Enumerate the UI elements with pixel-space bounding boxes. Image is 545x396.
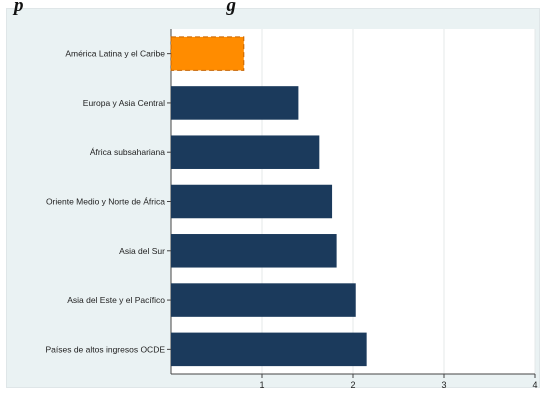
bar-chart: 1 2 3 4 América Latina y el Caribe Europa y A… — [45, 29, 538, 389]
category-label: Países de altos ingresos OCDE — [45, 344, 165, 354]
x-tick-label: 3 — [441, 380, 446, 389]
bar — [171, 86, 299, 120]
category-label: África subsahariana — [90, 147, 165, 157]
bar — [171, 283, 356, 317]
bar — [171, 332, 367, 367]
x-tick-label: 2 — [350, 380, 355, 389]
category-label: Oriente Medio y Norte de África — [46, 197, 165, 207]
category-label: América Latina y el Caribe — [65, 49, 165, 59]
bar — [171, 234, 337, 268]
category-label: Asia del Sur — [119, 246, 165, 256]
bar — [171, 184, 333, 219]
category-label: Europa y Asia Central — [83, 98, 165, 108]
title-fragment-left: p — [14, 0, 24, 16]
title-fragment-right: g — [226, 0, 237, 16]
category-label: Asia del Este y el Pacífico — [67, 295, 165, 305]
chart-frame: 1 2 3 4 América Latina y el Caribe Europa y A… — [6, 8, 540, 389]
x-tick-label: 1 — [259, 380, 264, 389]
x-tick-label: 4 — [532, 380, 537, 389]
bar — [170, 36, 245, 71]
bar — [171, 135, 320, 169]
